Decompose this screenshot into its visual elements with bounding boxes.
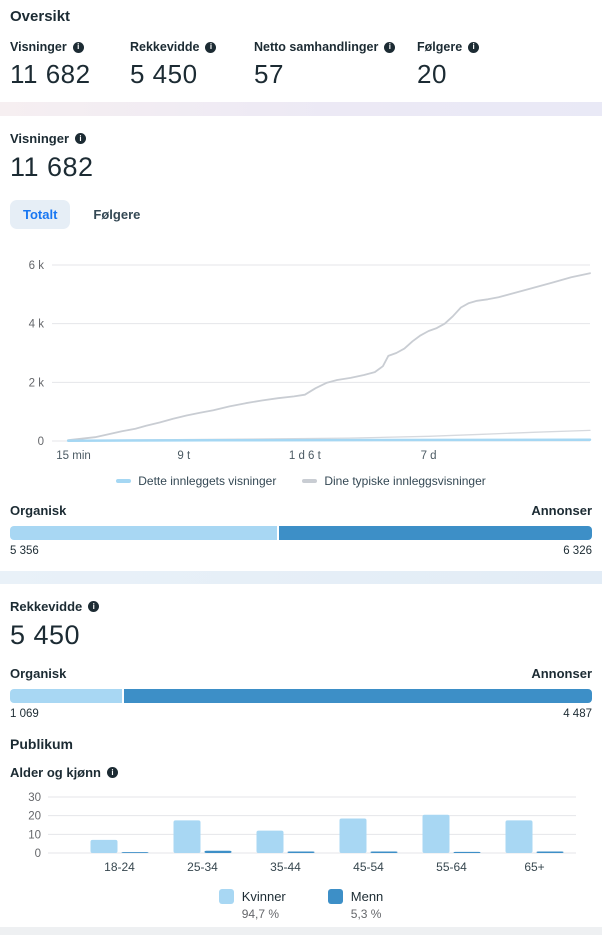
views-line-chart[interactable]: 0 2 k 4 k 6 k 15 min 9 t 1 d 6 t 7 d <box>10 243 592 468</box>
metric-netto-samhandlinger: Netto samhandlinger i 57 <box>254 40 417 90</box>
metric-label-text: Følgere <box>417 40 463 54</box>
reach-label-text: Rekkevidde <box>10 599 83 614</box>
metric-label-text: Rekkevidde <box>130 40 200 54</box>
reach-split-labels: Organisk Annonser <box>10 666 592 681</box>
organic-label: Organisk <box>10 666 67 681</box>
info-icon[interactable]: i <box>384 41 396 53</box>
svg-text:35-44: 35-44 <box>270 860 301 874</box>
age-gender-bar-chart[interactable]: 30 20 10 0 18-24 25-34 35-44 45-54 55-64 65+ <box>10 790 592 883</box>
ads-segment[interactable] <box>123 689 592 703</box>
menn-percent: 5,3 % <box>350 907 382 921</box>
ads-label: Annonser <box>531 503 592 518</box>
views-label-text: Visninger <box>10 131 70 146</box>
metric-label: Følgere i <box>417 40 592 54</box>
svg-text:18-24: 18-24 <box>104 860 135 874</box>
metric-value: 11 682 <box>10 59 91 89</box>
svg-text:45-54: 45-54 <box>353 860 384 874</box>
legend-item-menn: Menn 5,3 % <box>327 889 384 921</box>
metric-value: 5 450 <box>130 59 198 89</box>
overview-section: Oversikt Visninger i 11 682 Rekkevidde i… <box>0 0 602 102</box>
ads-value: 4 487 <box>563 708 592 720</box>
kvinner-swatch-icon <box>218 889 234 904</box>
svg-text:6 k: 6 k <box>29 260 45 272</box>
line-chart-legend: Dette innleggets visninger Dine typiske … <box>10 474 592 488</box>
page-title: Oversikt <box>10 8 71 25</box>
legend-item-kvinner: Kvinner 94,7 % <box>218 889 286 921</box>
svg-text:20: 20 <box>28 811 41 823</box>
age-gender-label-text: Alder og kjønn <box>10 765 101 780</box>
tab-totalt[interactable]: Totalt <box>10 200 71 229</box>
ads-value: 6 326 <box>563 545 592 557</box>
tab-folgere[interactable]: Følgere <box>93 207 141 222</box>
audience-title: Publikum <box>10 736 74 752</box>
info-icon[interactable]: i <box>205 41 217 53</box>
section-divider <box>0 927 602 935</box>
views-section: Visninger i 11 682 Totalt Følgere 0 2 k 4 … <box>0 116 602 557</box>
legend-label: Kvinner <box>241 889 286 904</box>
metric-label: Netto samhandlinger i <box>254 40 417 54</box>
reach-split-bar[interactable] <box>10 689 592 703</box>
metric-label: Visninger i <box>10 40 130 54</box>
svg-text:4 k: 4 k <box>29 319 45 331</box>
reach-value: 5 450 <box>10 620 81 650</box>
metric-label-text: Visninger <box>10 40 67 54</box>
menn-swatch-icon <box>327 889 343 904</box>
svg-text:55-64: 55-64 <box>436 860 467 874</box>
metric-visninger: Visninger i 11 682 <box>10 40 130 90</box>
svg-text:0: 0 <box>35 848 41 860</box>
ads-segment[interactable] <box>278 526 592 540</box>
svg-text:25-34: 25-34 <box>187 860 218 874</box>
metric-label: Rekkevidde i <box>130 40 254 54</box>
info-icon[interactable]: i <box>468 41 480 53</box>
kvinner-percent: 94,7 % <box>241 907 280 921</box>
info-icon[interactable]: i <box>72 41 84 53</box>
legend-label: Menn <box>350 889 384 904</box>
bar-chart-legend: Kvinner 94,7 % Menn 5,3 % <box>10 889 592 921</box>
legend-label: Dette innleggets visninger <box>138 474 277 488</box>
legend-item-typical: Dine typiske innleggsvisninger <box>302 474 486 488</box>
views-split-values: 5 356 6 326 <box>10 545 592 557</box>
info-icon[interactable]: i <box>107 767 118 778</box>
svg-text:10: 10 <box>28 829 41 841</box>
reach-section: Rekkevidde i 5 450 Organisk Annonser 1 0… <box>0 584 602 921</box>
ads-label: Annonser <box>531 666 592 681</box>
organic-segment[interactable] <box>10 526 277 540</box>
svg-text:15 min: 15 min <box>56 450 91 462</box>
section-divider <box>0 571 602 584</box>
metric-rekkevidde: Rekkevidde i 5 450 <box>130 40 254 90</box>
organic-segment[interactable] <box>10 689 122 703</box>
svg-text:1 d 6 t: 1 d 6 t <box>289 450 322 462</box>
organic-label: Organisk <box>10 503 67 518</box>
legend-item-this-post: Dette innleggets visninger <box>116 474 276 488</box>
info-icon[interactable]: i <box>75 133 87 144</box>
metric-folgere: Følgere i 20 <box>417 40 592 90</box>
age-gender-label: Alder og kjønn i <box>10 765 592 780</box>
legend-dash-icon <box>302 479 318 483</box>
svg-text:9 t: 9 t <box>177 450 191 462</box>
svg-text:30: 30 <box>28 792 41 804</box>
overview-metrics: Visninger i 11 682 Rekkevidde i 5 450 Ne… <box>10 40 592 102</box>
legend-dash-icon <box>116 479 132 483</box>
svg-text:65+: 65+ <box>524 860 544 874</box>
views-split-bar[interactable] <box>10 526 592 540</box>
info-icon[interactable]: i <box>88 601 100 612</box>
svg-text:7 d: 7 d <box>421 450 437 462</box>
reach-label: Rekkevidde i <box>10 584 592 614</box>
svg-text:0: 0 <box>38 436 44 448</box>
svg-text:2 k: 2 k <box>29 377 45 389</box>
section-divider <box>0 102 602 116</box>
legend-label: Dine typiske innleggsvisninger <box>324 474 486 488</box>
views-label: Visninger i <box>10 116 592 146</box>
organic-value: 5 356 <box>10 545 39 557</box>
reach-split-values: 1 069 4 487 <box>10 708 592 720</box>
views-value: 11 682 <box>10 152 94 182</box>
views-tabs: Totalt Følgere <box>10 200 592 229</box>
views-split-labels: Organisk Annonser <box>10 503 592 518</box>
metric-label-text: Netto samhandlinger <box>254 40 379 54</box>
organic-value: 1 069 <box>10 708 39 720</box>
metric-value: 20 <box>417 59 447 89</box>
metric-value: 57 <box>254 59 284 89</box>
